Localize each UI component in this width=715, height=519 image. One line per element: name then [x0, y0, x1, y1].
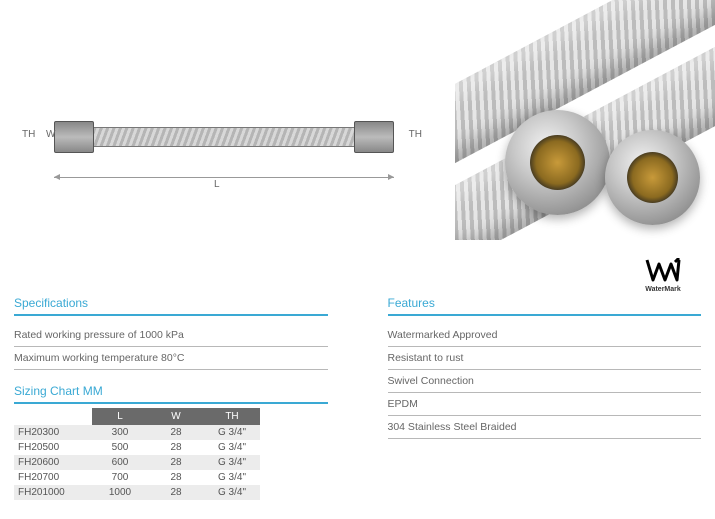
col-blank: [14, 408, 92, 425]
cell-code: FH20300: [14, 425, 92, 440]
cell-value: 28: [148, 455, 204, 470]
table-header-row: L W TH: [14, 408, 260, 425]
feature-item: Resistant to rust: [388, 347, 702, 370]
sizing-table: L W TH FH2030030028G 3/4"FH2050050028G 3…: [14, 408, 260, 500]
sizing-heading: Sizing Chart MM: [14, 384, 328, 404]
feature-item: Swivel Connection: [388, 370, 702, 393]
features-list: Watermarked Approved Resistant to rust S…: [388, 324, 702, 439]
right-column: Features Watermarked Approved Resistant …: [388, 296, 702, 500]
feature-item: Watermarked Approved: [388, 324, 702, 347]
cell-value: 1000: [92, 485, 148, 500]
cell-value: 28: [148, 425, 204, 440]
dim-label-l: L: [214, 179, 220, 190]
watermark-icon: [645, 258, 681, 284]
dim-label-th-left: TH: [22, 129, 35, 140]
cell-value: G 3/4": [204, 425, 260, 440]
cell-value: 28: [148, 485, 204, 500]
cell-value: 28: [148, 470, 204, 485]
technical-diagram: L TH W TH: [14, 115, 424, 195]
cell-code: FH20600: [14, 455, 92, 470]
specifications-list: Rated working pressure of 1000 kPa Maxim…: [14, 324, 328, 370]
feature-item: 304 Stainless Steel Braided: [388, 416, 702, 439]
cell-value: 500: [92, 440, 148, 455]
features-heading: Features: [388, 296, 702, 316]
table-row: FH2050050028G 3/4": [14, 440, 260, 455]
cell-value: 300: [92, 425, 148, 440]
watermark-badge: WaterMark: [633, 258, 693, 293]
left-column: Specifications Rated working pressure of…: [14, 296, 328, 500]
cell-value: G 3/4": [204, 470, 260, 485]
table-row: FH2060060028G 3/4": [14, 455, 260, 470]
cell-value: G 3/4": [204, 440, 260, 455]
col-w: W: [148, 408, 204, 425]
table-row: FH2070070028G 3/4": [14, 470, 260, 485]
cell-value: 700: [92, 470, 148, 485]
hero-image-area: L TH W TH: [0, 0, 715, 250]
cell-code: FH20500: [14, 440, 92, 455]
table-row: FH201000100028G 3/4": [14, 485, 260, 500]
sizing-tbody: FH2030030028G 3/4"FH2050050028G 3/4"FH20…: [14, 425, 260, 500]
cell-value: 28: [148, 440, 204, 455]
col-l: L: [92, 408, 148, 425]
dim-label-w: W: [46, 129, 55, 140]
col-th: TH: [204, 408, 260, 425]
feature-item: EPDM: [388, 393, 702, 416]
cell-value: G 3/4": [204, 485, 260, 500]
cell-code: FH20700: [14, 470, 92, 485]
spec-item: Maximum working temperature 80°C: [14, 347, 328, 370]
cell-code: FH201000: [14, 485, 92, 500]
table-row: FH2030030028G 3/4": [14, 425, 260, 440]
specifications-heading: Specifications: [14, 296, 328, 316]
cell-value: 600: [92, 455, 148, 470]
product-photo: [455, 0, 715, 240]
cell-value: G 3/4": [204, 455, 260, 470]
spec-item: Rated working pressure of 1000 kPa: [14, 324, 328, 347]
watermark-label: WaterMark: [633, 286, 693, 293]
dim-label-th-right: TH: [409, 129, 422, 140]
